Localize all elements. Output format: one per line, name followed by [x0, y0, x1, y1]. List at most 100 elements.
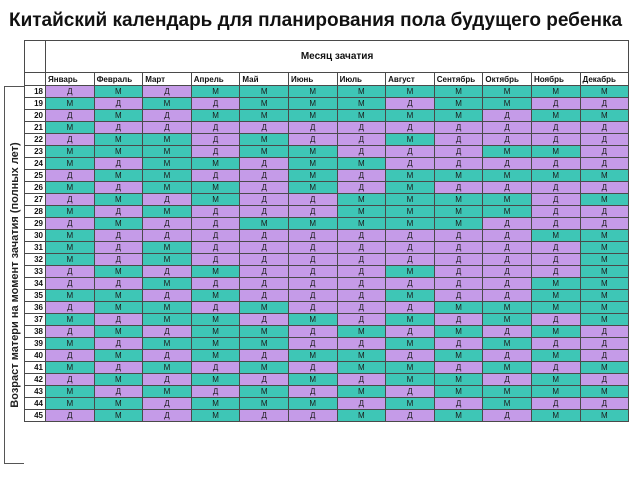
gender-cell: Д [336, 397, 387, 410]
gender-cell: М [239, 397, 289, 410]
month-header-8: Август [385, 72, 435, 86]
gender-cell: Д [579, 337, 630, 350]
table-row: 20 Д М Д М М М М М М Д М М [24, 109, 630, 122]
gender-cell: Д [579, 205, 630, 218]
gender-cell: Д [93, 361, 144, 374]
gender-cell: М [579, 277, 630, 290]
gender-cell: Д [385, 277, 435, 290]
gender-cell: М [142, 157, 192, 170]
gender-cell: Д [142, 217, 192, 230]
table-row: 42 Д М Д М Д М Д М М Д М Д [24, 373, 630, 386]
gender-cell: М [45, 241, 95, 254]
gender-cell: М [93, 373, 144, 386]
gender-cell: Д [579, 97, 630, 110]
table-row: 29 Д М Д Д М М М М М Д Д Д [24, 217, 630, 230]
gender-cell: М [579, 193, 630, 206]
gender-cell: М [190, 193, 241, 206]
gender-cell: Д [287, 121, 338, 134]
gender-cell: М [142, 277, 192, 290]
gender-cell: М [190, 313, 241, 326]
gender-cell: М [579, 229, 630, 242]
gender-cell: Д [482, 409, 532, 422]
gender-cell: М [579, 241, 630, 254]
gender-cell: М [142, 385, 192, 398]
gender-cell: Д [433, 181, 484, 194]
gender-cell: Д [45, 109, 95, 122]
gender-cell: Д [239, 169, 289, 182]
age-cell: 38 [24, 325, 46, 338]
age-axis-label: Возраст матери на момент зачатия (полных… [8, 142, 21, 408]
gender-cell: Д [482, 121, 532, 134]
gender-cell: М [482, 397, 532, 410]
gender-cell: М [142, 241, 192, 254]
gender-cell: Д [579, 121, 630, 134]
gender-cell: Д [190, 301, 241, 314]
gender-cell: М [93, 85, 144, 98]
gender-cell: М [239, 301, 289, 314]
gender-cell: Д [239, 181, 289, 194]
gender-cell: Д [336, 133, 387, 146]
gender-cell: Д [287, 277, 338, 290]
gender-cell: М [385, 181, 435, 194]
gender-cell: М [287, 145, 338, 158]
gender-cell: Д [239, 157, 289, 170]
months-corner-cell [24, 72, 46, 86]
gender-cell: М [579, 289, 630, 302]
gender-cell: М [579, 169, 630, 182]
gender-cell: Д [482, 157, 532, 170]
gender-cell: М [385, 133, 435, 146]
gender-cell: М [190, 289, 241, 302]
gender-cell: М [45, 229, 95, 242]
gender-cell: М [530, 373, 581, 386]
gender-cell: Д [336, 301, 387, 314]
gender-cell: Д [385, 157, 435, 170]
gender-cell: М [530, 289, 581, 302]
age-cell: 25 [24, 169, 46, 182]
gender-cell: М [239, 109, 289, 122]
gender-cell: Д [482, 349, 532, 362]
age-cell: 37 [24, 313, 46, 326]
gender-cell: М [385, 109, 435, 122]
gender-cell: Д [190, 97, 241, 110]
gender-cell: Д [142, 325, 192, 338]
table-row: 22 Д М М Д М Д Д М Д Д Д Д [24, 133, 630, 146]
table-row: 37 М Д М М Д М Д М Д М Д М [24, 313, 630, 326]
gender-cell: Д [239, 253, 289, 266]
gender-cell: М [385, 205, 435, 218]
month-header-7: Июль [336, 72, 387, 86]
gender-cell: М [336, 85, 387, 98]
gender-cell: М [190, 397, 241, 410]
gender-cell: Д [239, 205, 289, 218]
gender-cell: Д [45, 277, 95, 290]
table-row: 33 Д М Д М Д Д Д М Д Д Д М [24, 265, 630, 278]
gender-cell: М [482, 85, 532, 98]
gender-cell: М [336, 205, 387, 218]
gender-cell: Д [239, 409, 289, 422]
gender-cell: М [287, 97, 338, 110]
gender-cell: М [93, 325, 144, 338]
age-cell: 43 [24, 385, 46, 398]
gender-cell: М [287, 85, 338, 98]
gender-cell: Д [93, 121, 144, 134]
gender-cell: Д [385, 121, 435, 134]
gender-cell: М [579, 409, 630, 422]
gender-cell: Д [190, 277, 241, 290]
month-header-12: Декабрь [579, 72, 630, 86]
age-cell: 30 [24, 229, 46, 242]
gender-cell: Д [190, 253, 241, 266]
gender-cell: Д [336, 169, 387, 182]
gender-cell: М [433, 325, 484, 338]
gender-cell: Д [239, 349, 289, 362]
gender-cell: М [482, 169, 532, 182]
table-row: 27 Д М Д М Д Д М М М М Д М [24, 193, 630, 206]
gender-cell: М [45, 97, 95, 110]
gender-cell: Д [385, 241, 435, 254]
gender-cell: Д [190, 385, 241, 398]
age-cell: 44 [24, 397, 46, 410]
gender-cell: Д [530, 253, 581, 266]
gender-cell: М [190, 337, 241, 350]
table-row: 21 М Д Д Д Д Д Д Д Д Д Д Д [24, 121, 630, 134]
header-corner-cell [24, 40, 46, 73]
gender-cell: Д [45, 193, 95, 206]
gender-cell: Д [142, 109, 192, 122]
